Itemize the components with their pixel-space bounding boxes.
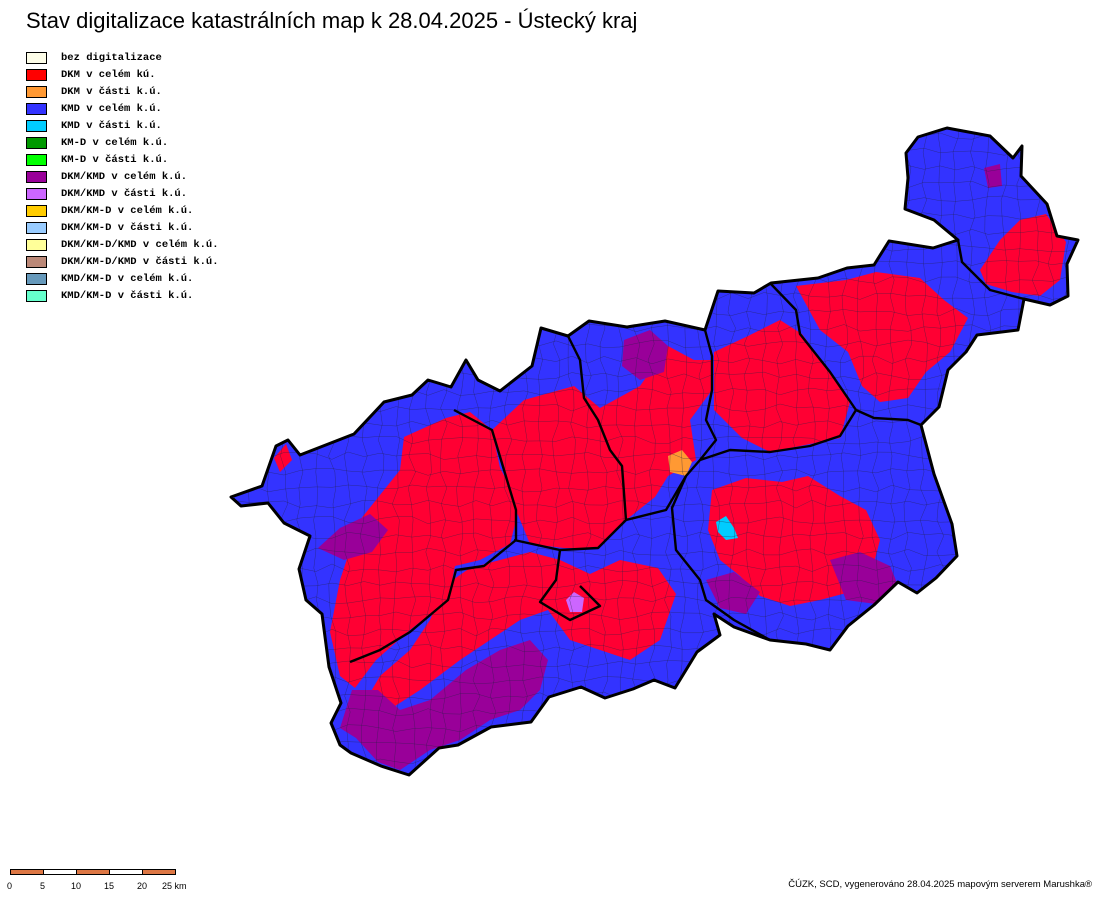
- cadastral-line: [263, 128, 273, 775]
- dkm-partial-area: [668, 450, 692, 476]
- scale-label: 20: [137, 881, 148, 891]
- scale-label: 25 km: [162, 881, 187, 891]
- scale-label: 5: [40, 881, 46, 891]
- district-borders: [349, 239, 1025, 664]
- legend-item: DKM/KMD v části k.ú.: [26, 185, 219, 202]
- legend-item: KM-D v celém k.ú.: [26, 134, 219, 151]
- legend: bez digitalizace DKM v celém kú. DKM v č…: [26, 49, 219, 304]
- legend-item: DKM/KMD v celém k.ú.: [26, 168, 219, 185]
- dkm-kmd-areas: [318, 164, 1002, 770]
- legend-label: DKM/KM-D/KMD v části k.ú.: [61, 255, 219, 268]
- legend-label: KMD/KM-D v části k.ú.: [61, 289, 194, 302]
- cadastral-line: [1064, 128, 1073, 775]
- dkm-area-northeast: [796, 272, 968, 402]
- legend-swatch: [26, 102, 47, 115]
- cadastral-line: [1080, 120, 1087, 776]
- legend-label: KMD v celém k.ú.: [61, 102, 162, 115]
- cadastral-line: [231, 771, 1078, 775]
- legend-item: DKM v části k.ú.: [26, 83, 219, 100]
- legend-item: bez digitalizace: [26, 49, 219, 66]
- legend-swatch: [26, 153, 47, 166]
- mixed-area-southwest: [340, 640, 548, 770]
- credit-text: ČÚZK, SCD, vygenerováno 28.04.2025 mapov…: [788, 879, 1092, 890]
- cadastral-line: [231, 499, 1078, 509]
- mixed-area-west: [318, 514, 388, 560]
- district-border: [855, 408, 922, 427]
- legend-swatch: [26, 136, 47, 149]
- cadastral-line: [231, 128, 241, 775]
- legend-label: DKM/KM-D/KMD v celém k.ú.: [61, 238, 219, 251]
- legend-label: KMD v části k.ú.: [61, 119, 162, 132]
- scale-segment: [142, 869, 176, 875]
- dkm-area-central: [492, 346, 712, 548]
- district-border: [699, 329, 718, 461]
- legend-swatch: [26, 238, 47, 251]
- legend-swatch: [26, 187, 47, 200]
- scale-label: 0: [7, 881, 13, 891]
- legend-item: DKM/KM-D v celém k.ú.: [26, 202, 219, 219]
- legend-item: KMD/KM-D v celém k.ú.: [26, 270, 219, 287]
- legend-swatch: [26, 204, 47, 217]
- dkm-area-west: [330, 412, 520, 688]
- legend-swatch: [26, 221, 47, 234]
- legend-label: DKM/KM-D v části k.ú.: [61, 221, 194, 234]
- cadastral-line: [216, 120, 224, 776]
- legend-item: KM-D v části k.ú.: [26, 151, 219, 168]
- district-border: [349, 408, 518, 664]
- legend-label: KMD/KM-D v celém k.ú.: [61, 272, 194, 285]
- legend-item: DKM/KM-D/KMD v části k.ú.: [26, 253, 219, 270]
- legend-item: DKM/KM-D/KMD v celém k.ú.: [26, 236, 219, 253]
- legend-swatch: [26, 119, 47, 132]
- map-title: Stav digitalizace katastrálních map k 28…: [26, 8, 638, 33]
- legend-swatch: [26, 68, 47, 81]
- district-border: [956, 239, 1025, 301]
- cadastral-line: [231, 755, 1078, 765]
- scale-segment: [43, 869, 77, 875]
- district-border: [670, 475, 771, 642]
- cadastral-line: [231, 531, 1078, 541]
- legend-item: DKM/KM-D v části k.ú.: [26, 219, 219, 236]
- cadastral-line: [231, 547, 1078, 557]
- cadastral-line: [220, 116, 1084, 124]
- legend-label: DKM/KMD v části k.ú.: [61, 187, 188, 200]
- legend-label: KM-D v části k.ú.: [61, 153, 169, 166]
- legend-label: bez digitalizace: [61, 51, 162, 64]
- legend-label: DKM/KMD v celém k.ú.: [61, 170, 188, 183]
- scale-segment: [10, 869, 44, 875]
- scale-label: 15: [104, 881, 115, 891]
- dkm-area-edge: [274, 444, 292, 472]
- legend-label: DKM v celém kú.: [61, 68, 156, 81]
- dkm-area-tip: [980, 214, 1066, 296]
- legend-swatch: [26, 289, 47, 302]
- legend-item: KMD v celém k.ú.: [26, 100, 219, 117]
- legend-swatch: [26, 255, 47, 268]
- cadastral-line: [296, 128, 304, 775]
- legend-label: KM-D v celém k.ú.: [61, 136, 169, 149]
- region-fill: [216, 116, 1087, 776]
- district-border: [538, 549, 602, 622]
- legend-swatch: [26, 51, 47, 64]
- legend-label: DKM v části k.ú.: [61, 85, 162, 98]
- scale-label: 10: [71, 881, 82, 891]
- scale-segment: [76, 869, 110, 875]
- district-border: [513, 335, 628, 552]
- legend-item: KMD v části k.ú.: [26, 117, 219, 134]
- legend-swatch: [26, 272, 47, 285]
- legend-item: KMD/KM-D v části k.ú.: [26, 287, 219, 304]
- legend-swatch: [26, 85, 47, 98]
- mixed-area-central: [622, 330, 668, 380]
- scale-bar: [10, 869, 176, 877]
- legend-item: DKM v celém kú.: [26, 66, 219, 83]
- legend-swatch: [26, 170, 47, 183]
- kmd-partial-area: [716, 516, 738, 540]
- legend-label: DKM/KM-D v celém k.ú.: [61, 204, 194, 217]
- region-border: [229, 126, 1080, 777]
- scale-segment: [109, 869, 143, 875]
- cadastral-line: [231, 515, 1078, 525]
- cadastral-line: [247, 128, 256, 775]
- cadastral-line: [231, 563, 1078, 573]
